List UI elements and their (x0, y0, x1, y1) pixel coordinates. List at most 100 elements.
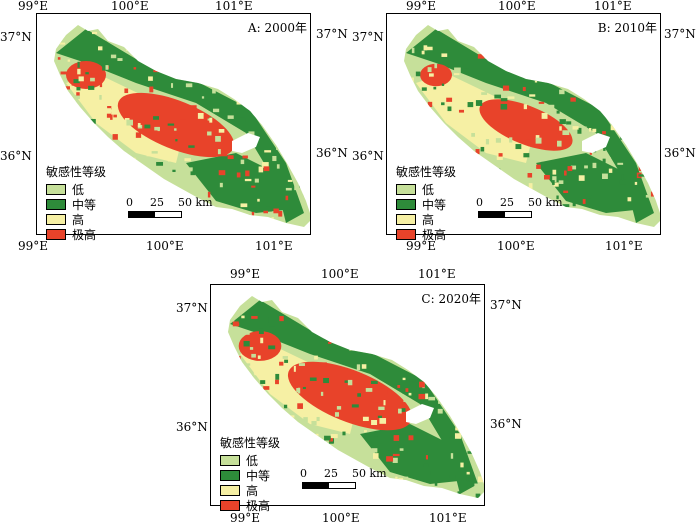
lon-label-top: 100°E (111, 0, 149, 13)
zone-patch (330, 434, 338, 439)
lat-label-left: 36°N (0, 149, 32, 163)
region-map-a (54, 25, 311, 227)
zone-patch (323, 338, 330, 343)
zone-patch (297, 403, 303, 409)
zone-patch (650, 196, 656, 202)
legend-item-high: 高 (46, 212, 106, 227)
legend-item-mid: 中等 (46, 197, 106, 212)
zone-patch (285, 195, 289, 201)
zone-patch (297, 387, 301, 394)
zone-patch (251, 211, 255, 218)
zone-patch (449, 436, 453, 440)
legend-title: 敏感性等级 (220, 436, 281, 450)
zone-patch (438, 401, 442, 404)
zone-patch (564, 170, 567, 176)
zone-patch (523, 104, 528, 110)
zone-patch (559, 126, 562, 131)
zone-patch (320, 362, 327, 367)
legend: 敏感性等级 低 中等 高 极高 (396, 163, 456, 242)
zone-patch (556, 110, 560, 114)
zone-patch (572, 126, 579, 130)
zone-patch (172, 169, 176, 173)
zone-patch (428, 471, 431, 476)
scale-bar: 0 25 50 km (476, 196, 596, 222)
zone-patch (276, 164, 280, 169)
zone-patch (285, 187, 292, 191)
zone-patch (434, 63, 438, 69)
region-map-b (404, 25, 661, 227)
zone-patch (562, 204, 570, 208)
zone-patch (371, 397, 379, 403)
zone-patch (258, 166, 264, 173)
zone-patch (272, 328, 276, 333)
lat-label-right: 37°N (316, 27, 348, 41)
zone-patch (242, 155, 248, 159)
zone-patch (582, 199, 586, 204)
zone-patch (324, 435, 331, 441)
zone-patch (170, 83, 174, 88)
map-frame (210, 284, 485, 506)
zone-patch (477, 54, 485, 59)
zone-patch (627, 197, 632, 202)
zone-patch (283, 404, 288, 409)
zone-patch (76, 92, 80, 96)
panel-label: C: 2020年 (421, 292, 481, 306)
zone-patch (577, 127, 582, 134)
lon-label-top: 101°E (594, 0, 632, 13)
zone-patch (236, 172, 241, 178)
zone-patch (467, 451, 473, 454)
zone-patch (187, 167, 193, 171)
zone-patch (378, 406, 385, 411)
zone-patch (402, 377, 406, 381)
zone-patch (265, 206, 272, 212)
zone-patch (216, 190, 220, 196)
legend: 敏感性等级 低 中等 高 极高 (220, 434, 280, 513)
zone-patch (156, 161, 164, 166)
zone-patch (290, 415, 295, 418)
zone-patch (538, 101, 545, 104)
zone-patch (427, 101, 433, 108)
zone-patch (475, 100, 483, 106)
zone-patch (559, 119, 566, 125)
zone-patch (638, 174, 646, 177)
zone-patch (541, 161, 545, 168)
zone-patch (509, 137, 513, 143)
legend-label: 低 (72, 183, 85, 197)
zone-patch (603, 145, 610, 149)
zone-patch (380, 388, 388, 395)
zone-patch (148, 76, 153, 81)
zone-patch (356, 364, 361, 371)
zone-patch (515, 144, 522, 150)
zone-patch (257, 198, 260, 202)
zone-very-high (287, 361, 413, 431)
zone-patch (73, 79, 80, 84)
zone-patch (78, 76, 84, 82)
zone-patch (464, 49, 469, 55)
zone-patch (302, 386, 306, 390)
zone-patch (495, 138, 502, 143)
zone-patch (279, 361, 284, 366)
zone-patch (117, 58, 123, 61)
zone-patch (467, 102, 474, 108)
zone-patch (333, 443, 340, 448)
zone-patch (347, 379, 353, 386)
zone-patch (221, 151, 228, 157)
zone-patch (77, 61, 80, 68)
zone-patch (371, 448, 378, 453)
zone-patch (440, 104, 447, 110)
zone-patch (316, 416, 320, 422)
zone-patch (244, 363, 251, 366)
zone-patch (262, 317, 269, 323)
zone-patch (527, 173, 533, 178)
zone-patch (219, 182, 223, 188)
zone-patch (592, 162, 597, 169)
zone-patch (90, 100, 96, 104)
scale-label-end: 50 km (528, 196, 563, 209)
zone-patch (460, 462, 464, 468)
panel-label: B: 2010年 (597, 21, 657, 35)
legend-label: 高 (72, 213, 85, 227)
scale-label-zero: 0 (476, 196, 483, 209)
legend-label: 高 (422, 213, 435, 227)
zone-patch (258, 328, 264, 335)
zone-patch (523, 153, 530, 158)
